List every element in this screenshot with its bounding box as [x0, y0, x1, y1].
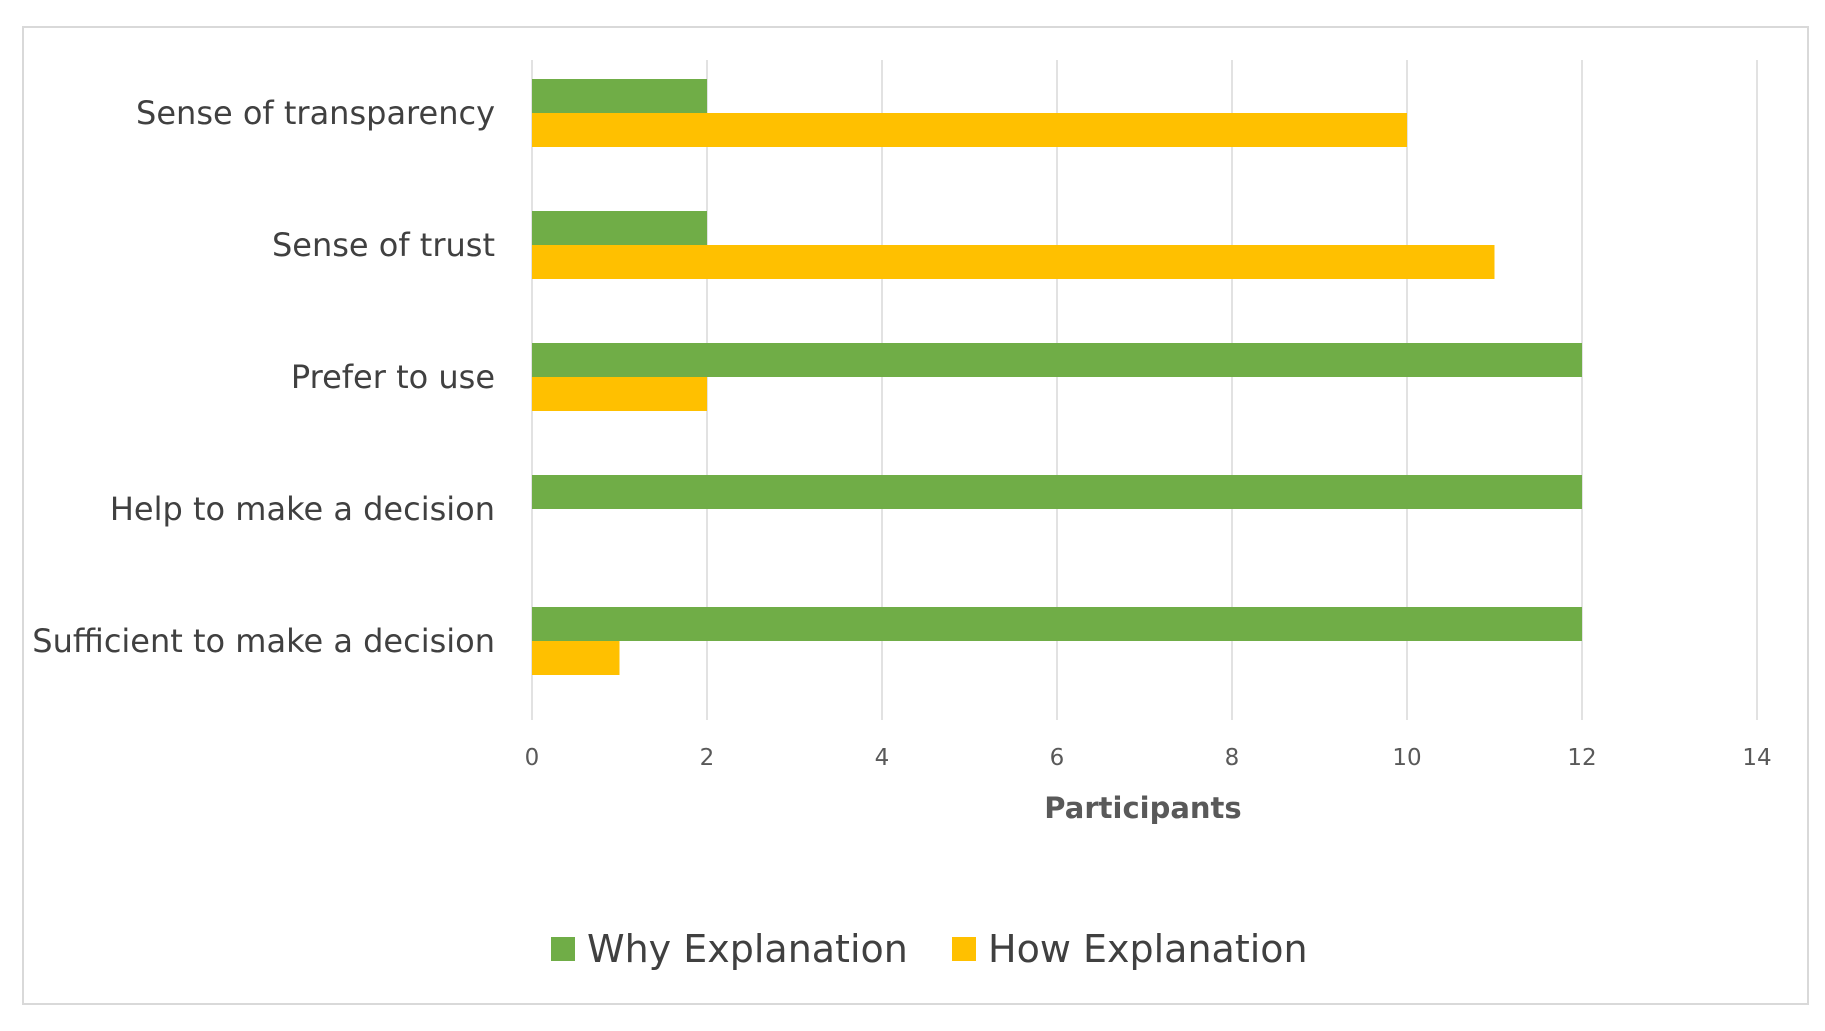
x-tick-label: 0: [525, 745, 540, 771]
legend-swatch-how: [952, 937, 976, 961]
category-label: Prefer to use: [291, 358, 495, 396]
chart-frame: [22, 26, 1809, 1005]
bar-why-4: [532, 607, 1582, 641]
bar-why-3: [532, 475, 1582, 509]
x-tick-label: 2: [700, 745, 715, 771]
x-tick-label: 6: [1050, 745, 1065, 771]
bars: [532, 79, 1582, 675]
bar-how-1: [532, 245, 1495, 279]
legend-label-how: How Explanation: [988, 927, 1308, 971]
x-axis-title: Participants: [1044, 791, 1241, 825]
x-tick-label: 4: [875, 745, 890, 771]
x-tick-label: 14: [1742, 745, 1771, 771]
bar-how-4: [532, 641, 620, 675]
legend-swatch-why: [551, 937, 575, 961]
bar-how-0: [532, 113, 1407, 147]
bar-why-0: [532, 79, 707, 113]
bar-how-2: [532, 377, 707, 411]
x-tick-label: 12: [1567, 745, 1596, 771]
category-labels: Sense of transparency Sense of trust Prefe…: [32, 94, 495, 660]
legend: Why Explanation How Explanation: [551, 927, 1308, 971]
x-tick-label: 10: [1392, 745, 1421, 771]
legend-label-why: Why Explanation: [587, 927, 908, 971]
x-tick-label: 8: [1225, 745, 1240, 771]
category-label: Help to make a decision: [110, 490, 495, 528]
bar-why-2: [532, 343, 1582, 377]
category-label: Sense of trust: [272, 226, 495, 264]
category-label: Sense of transparency: [136, 94, 495, 132]
category-label: Sufficient to make a decision: [32, 622, 495, 660]
bar-why-1: [532, 211, 707, 245]
x-tick-labels: 0 2 4 6 8 10 12 14: [525, 745, 1772, 771]
